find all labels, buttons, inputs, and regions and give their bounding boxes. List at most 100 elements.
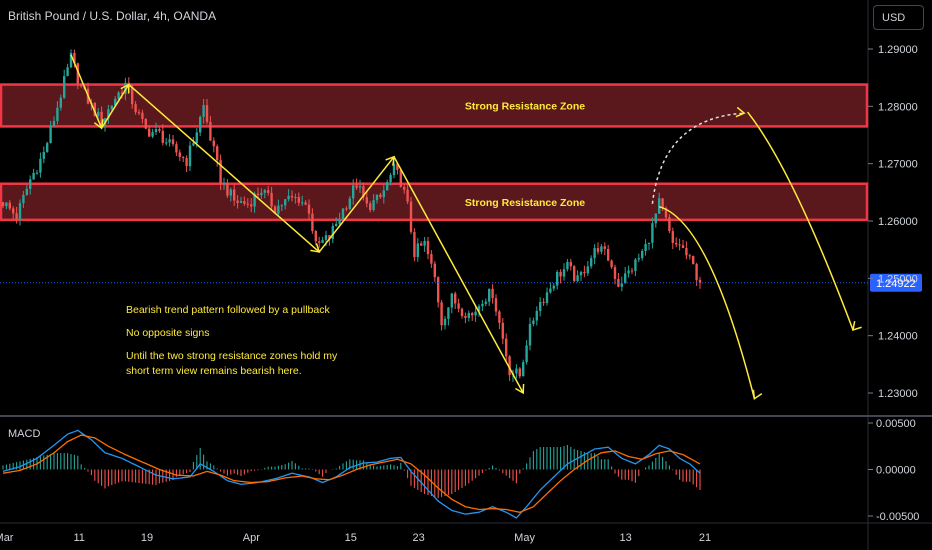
candle xyxy=(246,198,249,208)
candle xyxy=(69,49,73,69)
candle-body xyxy=(647,242,651,244)
currency-button[interactable]: USD xyxy=(873,5,924,30)
candle-body xyxy=(314,231,317,242)
candle-body xyxy=(250,204,253,207)
trend-arrowhead xyxy=(93,119,104,130)
candle xyxy=(430,250,433,268)
time-tick-label: 15 xyxy=(345,532,357,544)
candle xyxy=(137,109,141,116)
candle-body xyxy=(358,186,362,188)
candle xyxy=(287,189,290,202)
candle-body xyxy=(399,169,402,187)
candle-body xyxy=(63,76,66,98)
candle xyxy=(545,287,549,306)
candle xyxy=(416,238,419,262)
candle xyxy=(505,333,508,362)
candle-body xyxy=(464,316,467,318)
candle xyxy=(423,237,426,252)
candle-body xyxy=(331,225,334,239)
candle-body xyxy=(270,192,273,207)
candle xyxy=(328,235,331,246)
candle-body xyxy=(518,368,521,377)
candle-body xyxy=(321,239,324,243)
signal-line xyxy=(2,434,701,513)
candle xyxy=(460,307,464,319)
candle xyxy=(477,304,481,317)
candle-body xyxy=(66,67,69,77)
candle-body xyxy=(239,201,243,203)
candle-body xyxy=(42,151,45,159)
analysis-note: Bearish trend pattern followed by a pull… xyxy=(126,304,330,316)
candle-body xyxy=(590,258,593,267)
candle-body xyxy=(403,186,406,190)
candle xyxy=(114,96,117,107)
candle xyxy=(352,179,355,205)
candle xyxy=(32,168,35,180)
candle-body xyxy=(573,266,576,282)
candle-body xyxy=(154,129,158,133)
candle-body xyxy=(49,126,52,144)
candle-body xyxy=(460,308,464,317)
candle xyxy=(341,208,345,220)
analysis-note: Until the two strong resistance zones ho… xyxy=(126,350,338,362)
candle-body xyxy=(182,156,185,159)
time-tick-label: 19 xyxy=(141,532,153,544)
candle-body xyxy=(212,140,215,147)
candle-body xyxy=(549,288,552,293)
candle xyxy=(93,101,96,117)
candle xyxy=(651,217,654,249)
candle xyxy=(307,199,311,220)
candle-body xyxy=(93,102,96,117)
candle-body xyxy=(532,320,535,324)
candle-body xyxy=(114,98,117,106)
candle-body xyxy=(151,132,154,137)
candle-body xyxy=(341,208,345,220)
candle xyxy=(52,116,56,128)
candle-body xyxy=(528,323,532,346)
candle-body xyxy=(413,231,416,257)
candle xyxy=(314,230,317,246)
candle xyxy=(542,298,545,306)
candle xyxy=(42,146,45,164)
candle xyxy=(409,197,413,235)
candle-body xyxy=(141,112,144,119)
candle-body xyxy=(430,254,433,264)
time-tick-label: Mar xyxy=(0,532,14,544)
candle xyxy=(185,155,188,173)
candle xyxy=(39,152,42,178)
candle-body xyxy=(311,213,314,232)
candle xyxy=(18,199,22,226)
candle xyxy=(464,312,467,324)
candle-body xyxy=(178,152,181,157)
candle-body xyxy=(610,260,613,268)
candle-body xyxy=(35,172,39,174)
candle xyxy=(63,69,66,99)
candle xyxy=(267,186,270,196)
candle xyxy=(222,177,226,190)
candle xyxy=(59,94,62,111)
candle-body xyxy=(69,52,73,68)
price-tick-label: 1.24000 xyxy=(878,331,918,343)
candle xyxy=(362,182,365,201)
candle xyxy=(399,169,402,188)
candle xyxy=(29,175,32,195)
candle-body xyxy=(165,142,168,144)
candle xyxy=(392,160,396,179)
candle-body xyxy=(389,175,392,183)
candle xyxy=(182,156,185,163)
candle xyxy=(440,300,443,331)
candle-body xyxy=(338,219,341,224)
candle-body xyxy=(175,144,178,153)
candle xyxy=(528,317,532,351)
candle-body xyxy=(5,202,8,207)
candle-body xyxy=(471,313,474,316)
candle xyxy=(637,253,640,263)
candle xyxy=(382,184,385,204)
candle xyxy=(624,267,627,284)
candle-body xyxy=(596,248,600,252)
trend-arrowhead xyxy=(310,243,321,253)
candle xyxy=(447,307,450,326)
candle xyxy=(525,340,528,365)
